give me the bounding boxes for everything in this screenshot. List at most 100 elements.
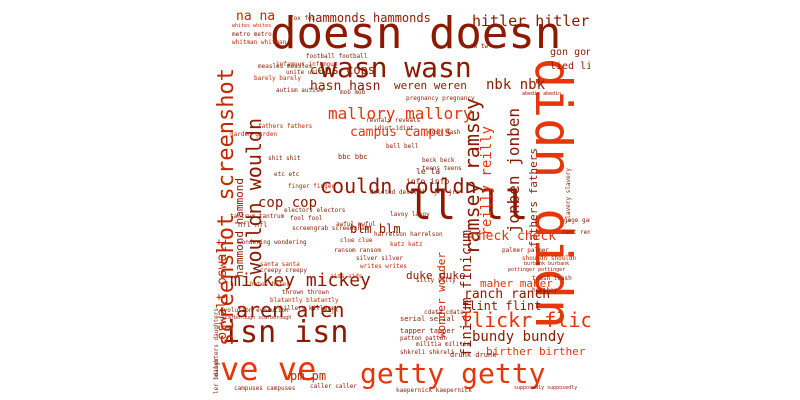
word-fool: fool fool	[290, 215, 323, 222]
word-katz: katz katz	[390, 241, 423, 248]
word-blatantly: blatantly blatantly	[270, 297, 339, 304]
word-rent: rent rent	[562, 229, 590, 236]
word-nbk: nbk nbk	[486, 77, 546, 93]
word-ranch: ranch ranch	[464, 287, 551, 302]
word-harrelson: harrelson harrelson	[374, 231, 443, 238]
word-hasn: hasn hasn	[310, 79, 381, 94]
word-cdata: cdata cdata	[424, 309, 464, 316]
word-isn: isn isn	[222, 315, 349, 350]
word-didn: didn didn	[524, 58, 582, 329]
word-pregnancy: pregnancy pregnancy	[406, 95, 475, 102]
word-mallory: mallory mallory	[328, 104, 473, 123]
word-couldn: couldn couldn	[320, 174, 477, 198]
word-slavery: slavery slavery	[565, 168, 572, 223]
word-deleted: deleted deleted	[370, 189, 425, 196]
word-evolution: evolution evolution	[220, 307, 289, 314]
word-mickey: mickey mickey	[230, 270, 371, 291]
word-jx: jx jx	[320, 307, 339, 314]
word-ll: ll ll	[408, 183, 529, 229]
word-cops: cops cops	[310, 63, 376, 77]
word-getty: getty getty	[360, 357, 546, 390]
word-scarborough: scarborough scarborough	[222, 315, 292, 321]
word-reilly: reilly reilly	[479, 126, 495, 236]
word-tw: tw tw	[470, 43, 489, 50]
word-cop: cop cop	[258, 195, 318, 211]
word-shouldn: shouldn shouldn	[522, 255, 577, 262]
word-hey: hey hey	[532, 287, 558, 294]
word-clue: clue clue	[340, 237, 373, 244]
word-beck: beck beck	[422, 157, 455, 164]
word-trash: trash trash	[532, 275, 572, 282]
word-wasn: wasn wasn	[320, 51, 472, 84]
word-silly: silly silly	[416, 277, 456, 284]
word-shkreli: shkreli shkreli	[400, 349, 455, 356]
word-na: na na	[236, 9, 276, 24]
word-cloud: doesn doesn didn didn wasn wasn isn isn …	[210, 8, 590, 394]
word-jonben: jonben jonben	[504, 108, 523, 234]
word-palmer: palmer palmer	[502, 247, 549, 254]
word-gon: gon gon	[550, 47, 590, 58]
word-electors: electors electors	[284, 207, 346, 214]
word-killers: killers killers	[280, 305, 335, 312]
word-birther: birther birther	[486, 345, 586, 358]
word-wondering: wondering wondering	[238, 239, 307, 246]
word-nfl: nfl nfl	[238, 221, 268, 229]
word-screengrab: screengrab screengrab	[292, 225, 368, 232]
word-thrown: thrown thrown	[282, 289, 329, 296]
word-pm: pm pm	[290, 369, 327, 383]
word-le: le la	[416, 167, 441, 176]
word-writes: writes writes	[360, 263, 407, 270]
word-doesn: doesn doesn	[270, 8, 562, 59]
word-abedin: abedin abedin	[522, 91, 562, 97]
word-caller: caller caller	[310, 383, 357, 390]
word-santa: santa santa	[260, 261, 300, 268]
word-measles: measles measles	[258, 63, 313, 70]
word-infamous: infamous infamous	[276, 61, 338, 68]
word-campus: campus campus	[350, 125, 452, 140]
word-militia: militia militia	[416, 341, 471, 348]
word-ransom: ransom ransom	[334, 247, 381, 254]
word-creepy: creepy creepy	[260, 267, 307, 274]
word-fox: fox fox	[290, 15, 316, 22]
word-hitler: hitler hitler	[472, 12, 590, 30]
word-fathers: fathers fathers	[258, 123, 313, 130]
word-autism: autism autism	[276, 87, 323, 94]
word-teens: teens teens	[422, 165, 462, 172]
word-barely: barely barely	[254, 75, 301, 82]
word-aren: aren aren	[236, 298, 345, 322]
word-pottinger: pottinger pottinger	[508, 267, 566, 273]
word-metro: metro metro	[232, 31, 272, 38]
word-check: check check	[470, 229, 557, 244]
word-supposedly: supposedly supposedly	[514, 385, 578, 391]
word-unite: unite unite	[286, 69, 326, 76]
word-whites: whites whites	[232, 23, 272, 29]
word-blm: blm blm	[350, 222, 401, 236]
word-ve: ve ve	[220, 350, 317, 388]
word-kaepernick: kaepernick kaepernick	[396, 387, 472, 394]
word-burbank: burbank burbank	[524, 261, 570, 267]
word-etc: etc etc	[274, 171, 300, 178]
word-bell: bell bell	[386, 143, 419, 150]
word-revnals: revnals reveals	[366, 117, 421, 124]
word-lavoy: lavoy lavoy	[390, 211, 430, 218]
word-flint: flint flint	[462, 299, 542, 313]
word-maher: maher maher	[480, 277, 553, 290]
word-football: football football	[306, 53, 368, 60]
word-silver: silver silver	[356, 255, 403, 262]
word-mob: mob mob	[340, 89, 366, 96]
word-wonder: wonder wonder	[435, 252, 448, 339]
word-garden: garden garden	[230, 131, 277, 138]
word-serial: serial serial	[400, 315, 455, 323]
word-info: info info	[406, 177, 450, 186]
word-jrs: jrs jrs	[434, 189, 460, 196]
word-tapper: tapper tapper	[400, 327, 455, 335]
word-boiler: boiler boiler	[213, 358, 220, 394]
word-shit: shit shit	[268, 155, 301, 162]
word-flickr: flickr flickr	[460, 308, 590, 332]
word-awful: awful awful	[336, 221, 376, 228]
word-hates: hates hates	[250, 281, 290, 288]
word-hammonds: hammonds hammonds	[308, 11, 431, 25]
word-bbc: bbc bbc	[338, 153, 368, 161]
word-aids: aids aids	[330, 273, 363, 280]
word-idiot: idiot idiot	[374, 125, 414, 132]
